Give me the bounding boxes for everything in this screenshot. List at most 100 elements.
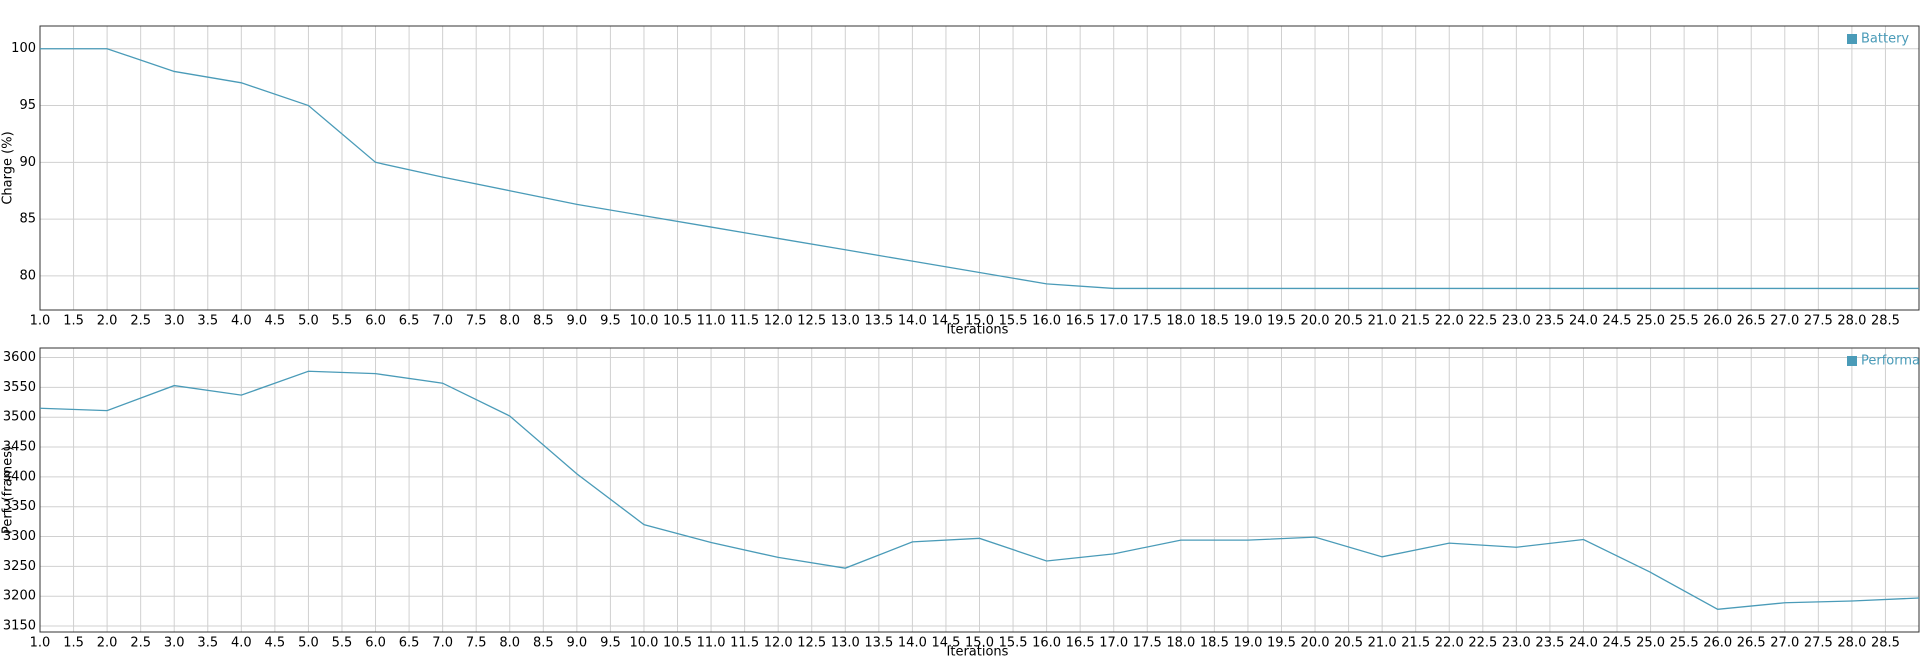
legend-label: Performance	[1861, 354, 1920, 369]
chart-panel: 1.0 1.5 2.0 2.5 3.0 3.5 4.0 4.5 5.0 5.5 6.0 6.5 7.0 7…	[1, 25, 1920, 338]
legend-swatch	[1847, 356, 1857, 366]
x-tick-label: 10.0	[629, 314, 658, 329]
x-tick-label: 9.0	[567, 314, 588, 329]
x-tick-label: 14.0	[898, 636, 927, 651]
x-tick-label: 4.0	[231, 636, 252, 651]
x-tick-label: 7.0	[432, 636, 453, 651]
y-axis-label: Charge (%)	[1, 131, 16, 204]
y-tick-label: 3350	[3, 499, 36, 514]
x-tick-label: 15.0	[965, 636, 994, 651]
x-tick-label: 14.5	[931, 314, 960, 329]
y-tick-label: 3450	[3, 440, 36, 455]
x-tick-label: 11.5	[730, 314, 759, 329]
x-tick-label: 9.5	[600, 314, 621, 329]
x-tick-label: 22.5	[1468, 314, 1497, 329]
x-tick-label: 25.0	[1636, 314, 1665, 329]
x-tick-label: 10.5	[663, 636, 692, 651]
y-tick-label: 3150	[3, 619, 36, 634]
x-tick-label: 23.5	[1535, 636, 1564, 651]
x-tick-label: 5.5	[332, 636, 353, 651]
x-tick-label: 2.0	[97, 636, 118, 651]
legend-swatch	[1847, 34, 1857, 44]
x-tick-label: 4.0	[231, 314, 252, 329]
x-tick-label: 16.0	[1032, 636, 1061, 651]
x-tick-label: 20.0	[1301, 636, 1330, 651]
x-tick-label: 10.0	[629, 636, 658, 651]
chart-panel: 1.0 1.5 2.0 2.5 3.0 3.5 4.0 4.5 5.0 5.5 6.0 6.5 7.0 7…	[1, 347, 1920, 660]
x-tick-label: 23.0	[1502, 314, 1531, 329]
x-tick-label: 15.5	[999, 314, 1028, 329]
x-tick-label: 18.5	[1200, 314, 1229, 329]
x-tick-label: 11.0	[697, 636, 726, 651]
x-tick-label: 1.0	[30, 636, 51, 651]
x-tick-label: 22.0	[1435, 636, 1464, 651]
x-tick-label: 8.0	[499, 636, 520, 651]
x-tick-label: 25.5	[1670, 636, 1699, 651]
legend-item: Battery	[1847, 32, 1909, 47]
x-axis-label: Iterations	[947, 323, 1009, 338]
x-tick-label: 22.5	[1468, 636, 1497, 651]
x-tick-label: 26.0	[1703, 636, 1732, 651]
x-tick-label: 3.5	[197, 314, 218, 329]
x-tick-label: 3.5	[197, 636, 218, 651]
y-axis-label: Perf. (frames)	[1, 446, 16, 534]
x-tick-label: 8.5	[533, 636, 554, 651]
x-tick-label: 21.5	[1401, 636, 1430, 651]
x-tick-label: 21.0	[1368, 636, 1397, 651]
x-tick-label: 18.0	[1166, 314, 1195, 329]
y-tick-label: 3250	[3, 559, 36, 574]
x-tick-label: 12.5	[797, 636, 826, 651]
x-tick-label: 27.0	[1770, 314, 1799, 329]
x-tick-label: 12.0	[764, 314, 793, 329]
x-tick-label: 9.0	[567, 636, 588, 651]
x-tick-label: 8.5	[533, 314, 554, 329]
x-tick-label: 19.0	[1233, 636, 1262, 651]
y-tick-label: 100	[11, 41, 36, 56]
x-tick-label: 24.5	[1603, 636, 1632, 651]
x-tick-label: 6.0	[365, 636, 386, 651]
x-tick-label: 14.5	[931, 636, 960, 651]
x-tick-label: 16.5	[1066, 314, 1095, 329]
x-tick-label: 1.5	[63, 636, 84, 651]
x-tick-label: 11.0	[697, 314, 726, 329]
x-tick-label: 24.0	[1569, 636, 1598, 651]
x-tick-label: 19.5	[1267, 636, 1296, 651]
y-tick-label: 3500	[3, 410, 36, 425]
plot-frame	[39, 25, 1920, 311]
data-line	[40, 48, 1919, 290]
y-tick-label: 3200	[3, 589, 36, 604]
y-tick-label: 3600	[3, 350, 36, 365]
legend-item: Performance	[1847, 354, 1920, 369]
x-tick-label: 17.5	[1133, 636, 1162, 651]
y-tick-label: 90	[19, 155, 36, 170]
x-tick-label: 15.5	[999, 636, 1028, 651]
x-tick-label: 15.0	[965, 314, 994, 329]
y-tick-label: 85	[19, 212, 36, 227]
x-tick-label: 24.0	[1569, 314, 1598, 329]
x-tick-label: 6.0	[365, 314, 386, 329]
x-axis-label: Iterations	[947, 645, 1009, 660]
x-tick-label: 20.0	[1301, 314, 1330, 329]
x-tick-label: 1.0	[30, 314, 51, 329]
x-tick-label: 5.0	[298, 636, 319, 651]
x-tick-label: 5.5	[332, 314, 353, 329]
x-tick-label: 27.5	[1804, 636, 1833, 651]
x-tick-label: 12.0	[764, 636, 793, 651]
x-tick-label: 19.0	[1233, 314, 1262, 329]
x-tick-label: 10.5	[663, 314, 692, 329]
x-tick-label: 1.5	[63, 314, 84, 329]
x-tick-label: 25.5	[1670, 314, 1699, 329]
x-tick-label: 20.5	[1334, 636, 1363, 651]
y-tick-label: 3550	[3, 380, 36, 395]
y-tick-label: 95	[19, 98, 36, 113]
x-tick-label: 17.5	[1133, 314, 1162, 329]
x-tick-label: 14.0	[898, 314, 927, 329]
x-tick-label: 6.5	[399, 314, 420, 329]
x-tick-label: 12.5	[797, 314, 826, 329]
x-tick-label: 28.5	[1871, 636, 1900, 651]
x-tick-label: 26.0	[1703, 314, 1732, 329]
x-tick-label: 26.5	[1737, 636, 1766, 651]
x-tick-label: 9.5	[600, 636, 621, 651]
x-tick-label: 16.0	[1032, 314, 1061, 329]
